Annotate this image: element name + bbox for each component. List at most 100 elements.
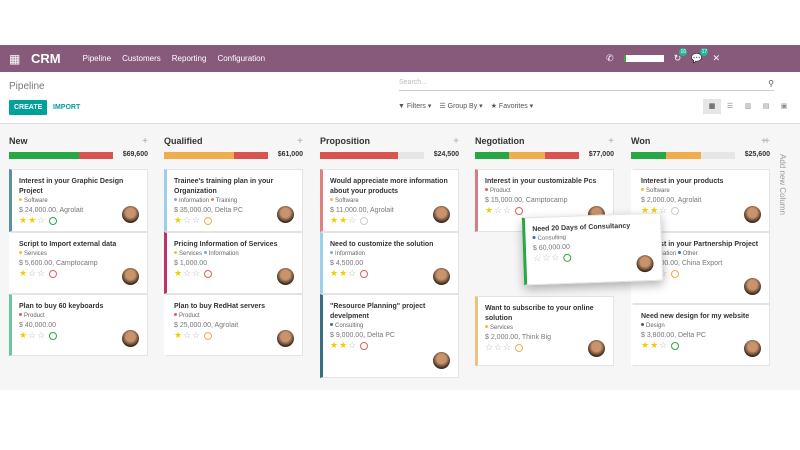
column-add-icon[interactable]: + [453, 136, 459, 147]
kanban-card[interactable]: Trainee's training plan in your Organiza… [164, 169, 303, 232]
star-icon[interactable]: ☆ [503, 342, 513, 352]
star-icon[interactable]: ★ [641, 340, 651, 350]
priority-stars[interactable]: ★★☆ [19, 215, 140, 226]
kanban-card[interactable]: Need new design for my website Design $ 3… [631, 304, 770, 366]
kanban-view-icon[interactable]: ▦ [703, 99, 721, 114]
column-add-icon[interactable]: + [608, 136, 614, 147]
kanban-card[interactable]: Pricing Information of Services Services … [164, 232, 303, 294]
star-icon[interactable]: ☆ [533, 252, 543, 264]
favorites-dropdown[interactable]: ★ Favorites ▾ [490, 103, 534, 110]
activity-clock-icon[interactable] [360, 269, 369, 278]
menu-reporting[interactable]: Reporting [171, 54, 207, 63]
activity-clock-icon[interactable] [563, 253, 572, 262]
calendar-view-icon[interactable]: ▤ [762, 103, 770, 110]
star-icon[interactable]: ☆ [183, 215, 193, 225]
menu-pipeline[interactable]: Pipeline [82, 54, 112, 63]
menu-configuration[interactable]: Configuration [217, 54, 266, 63]
kanban-card[interactable]: "Resource Planning" project develpment Co… [320, 294, 459, 378]
star-icon[interactable]: ★ [339, 215, 349, 225]
activity-clock-icon[interactable] [49, 269, 58, 278]
group-by-dropdown[interactable]: ☰ Group By ▾ [439, 103, 483, 110]
star-icon[interactable]: ☆ [503, 205, 513, 215]
activity-clock-icon[interactable] [49, 216, 58, 225]
progress-red[interactable] [78, 152, 113, 159]
star-icon[interactable]: ☆ [192, 215, 202, 225]
kanban-card[interactable]: Would appreciate more information about … [320, 169, 459, 232]
phone-icon[interactable]: ✆ [606, 53, 614, 63]
star-icon[interactable]: ★ [641, 205, 651, 215]
star-icon[interactable]: ☆ [659, 340, 669, 350]
star-icon[interactable]: ☆ [659, 268, 669, 278]
progress-red[interactable] [320, 152, 398, 159]
activity-clock-icon[interactable] [204, 216, 213, 225]
star-icon[interactable]: ★ [650, 340, 660, 350]
kanban-card[interactable]: Script to Import external data Services $… [9, 232, 148, 294]
kanban-card[interactable]: Interest in your Graphic Design Project S… [9, 169, 148, 232]
priority-stars[interactable]: ★★☆ [330, 215, 451, 226]
progress-green[interactable] [631, 152, 667, 159]
activity-clock-icon[interactable] [671, 206, 680, 215]
star-icon[interactable]: ★ [339, 268, 349, 278]
priority-stars[interactable]: ★☆☆ [485, 205, 606, 216]
star-icon[interactable]: ☆ [28, 330, 38, 340]
star-icon[interactable]: ☆ [192, 268, 202, 278]
star-icon[interactable]: ★ [339, 340, 349, 350]
activity-icon[interactable]: ↻ 16 [673, 48, 688, 63]
star-icon[interactable]: ☆ [183, 330, 193, 340]
kanban-card[interactable]: Need to customize the solution Informatio… [320, 232, 459, 294]
search-icon[interactable]: ⚲ [768, 79, 774, 88]
activity-clock-icon[interactable] [671, 341, 680, 350]
star-icon[interactable]: ☆ [37, 268, 47, 278]
star-icon[interactable]: ★ [485, 205, 495, 215]
star-icon[interactable]: ☆ [494, 205, 504, 215]
apps-grid-icon[interactable]: ▦ [9, 51, 21, 66]
star-icon[interactable]: ☆ [348, 268, 358, 278]
activity-clock-icon[interactable] [49, 331, 58, 340]
star-icon[interactable]: ★ [174, 330, 184, 340]
star-icon[interactable]: ★ [19, 268, 29, 278]
star-icon[interactable]: ★ [174, 268, 184, 278]
list-view-icon[interactable]: ☰ [726, 103, 734, 110]
activity-clock-icon[interactable] [671, 269, 680, 278]
menu-customers[interactable]: Customers [122, 54, 161, 63]
star-icon[interactable]: ☆ [183, 268, 193, 278]
activity-clock-icon[interactable] [204, 269, 213, 278]
star-icon[interactable]: ★ [330, 268, 340, 278]
star-icon[interactable]: ☆ [551, 252, 561, 263]
messages-icon[interactable]: 💬 17 [691, 48, 709, 63]
star-icon[interactable]: ★ [650, 205, 660, 215]
column-add-icon[interactable]: + [142, 136, 148, 147]
user-name-field[interactable] [623, 55, 664, 62]
progress-green[interactable] [475, 152, 510, 159]
progress-red[interactable] [233, 152, 268, 159]
star-icon[interactable]: ★ [330, 215, 340, 225]
import-button[interactable]: IMPORT [53, 104, 81, 111]
star-icon[interactable]: ☆ [485, 342, 495, 352]
star-icon[interactable]: ☆ [37, 330, 47, 340]
priority-stars[interactable]: ★★☆ [330, 340, 451, 351]
star-icon[interactable]: ★ [174, 215, 184, 225]
progress-orange[interactable] [666, 152, 701, 159]
kanban-card[interactable]: Want to subscribe to your online solutio… [475, 296, 614, 366]
activity-clock-icon[interactable] [360, 216, 369, 225]
star-icon[interactable]: ★ [28, 215, 38, 225]
progress-green[interactable] [9, 152, 79, 159]
star-icon[interactable]: ★ [19, 215, 29, 225]
star-icon[interactable]: ★ [19, 330, 29, 340]
progress-orange[interactable] [164, 152, 234, 159]
column-add-icon[interactable]: + [764, 136, 770, 147]
progress-red[interactable] [544, 152, 579, 159]
priority-stars[interactable]: ★☆☆ [174, 330, 295, 341]
pivot-view-icon[interactable]: ▣ [780, 103, 788, 110]
priority-stars[interactable]: ★☆☆ [174, 215, 295, 226]
star-icon[interactable]: ☆ [348, 215, 358, 225]
activity-clock-icon[interactable] [515, 206, 524, 215]
search-input[interactable]: Search... ⚲ [399, 79, 774, 91]
star-icon[interactable]: ☆ [28, 268, 38, 278]
add-new-column[interactable]: Add new Column [778, 154, 787, 215]
priority-stars[interactable]: ★☆☆ [19, 330, 140, 341]
activity-clock-icon[interactable] [360, 341, 369, 350]
activity-clock-icon[interactable] [204, 331, 213, 340]
priority-stars[interactable]: ☆☆☆ [485, 342, 606, 353]
priority-stars[interactable]: ★★☆ [641, 340, 762, 351]
